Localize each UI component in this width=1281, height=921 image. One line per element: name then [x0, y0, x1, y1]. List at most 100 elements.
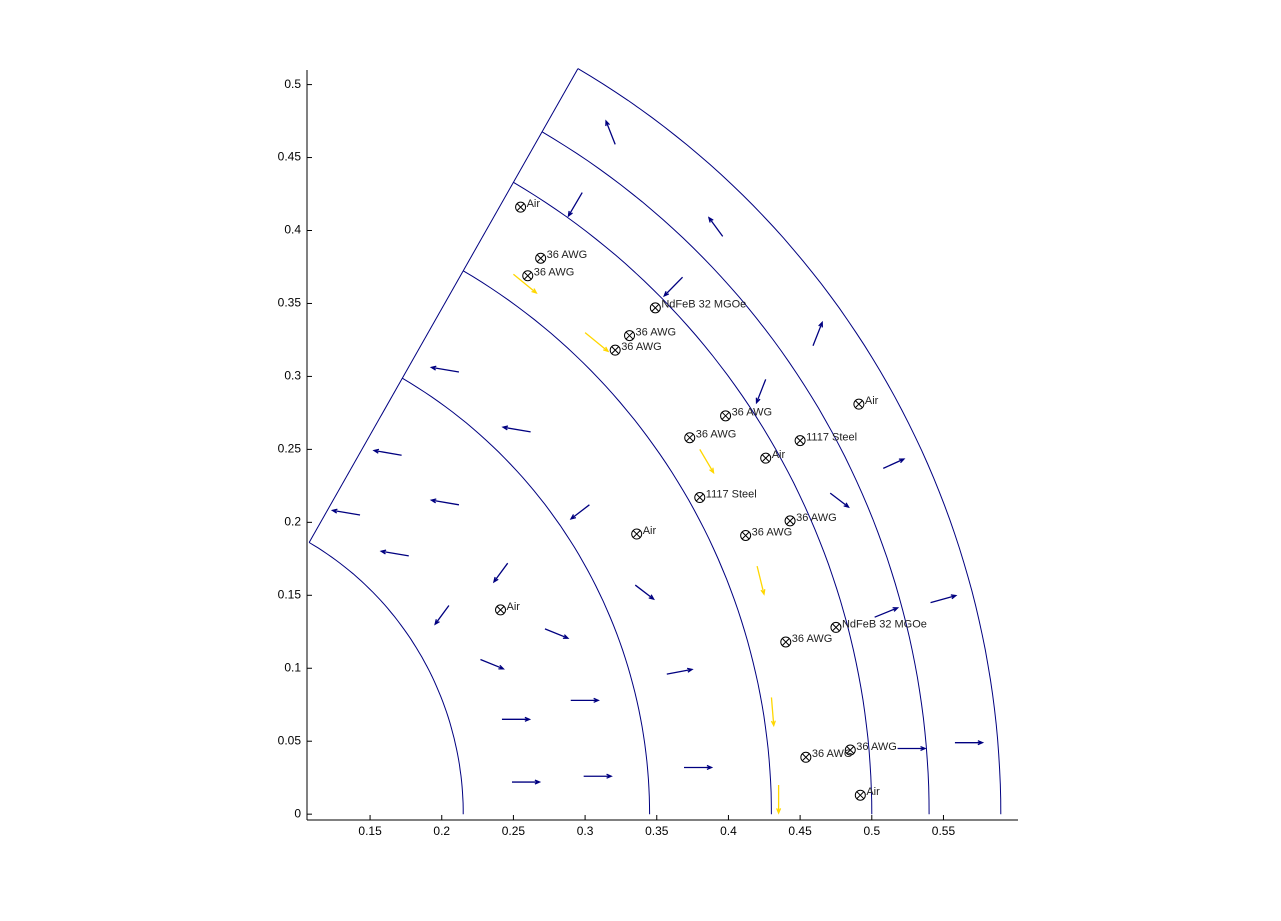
- annotation-cross: [761, 454, 770, 462]
- annotation-cross: [516, 203, 525, 212]
- arrow: [584, 332, 610, 353]
- y-tick-label: 0.5: [284, 77, 301, 91]
- annotation-cross: [781, 638, 790, 646]
- annotation-cross: [625, 331, 634, 340]
- annotation: 36 AWG: [812, 748, 853, 760]
- annotation: Air: [527, 198, 541, 210]
- arrow: [511, 779, 542, 785]
- annotation-cross: [832, 623, 840, 632]
- annotation-cross: [536, 254, 545, 263]
- x-tick-label: 0.5: [863, 824, 880, 838]
- annotation: 36 AWG: [732, 407, 773, 419]
- annotation-cross: [685, 433, 694, 442]
- annotation: Air: [507, 601, 521, 613]
- annotation-cross: [721, 411, 730, 420]
- annotation-cross: [796, 436, 804, 445]
- annotation: 36 AWG: [856, 741, 897, 753]
- annotation-marker: [535, 252, 547, 264]
- annotation-cross: [611, 346, 620, 355]
- annotation-cross: [801, 753, 810, 762]
- y-tick-label: 0: [294, 806, 301, 820]
- annotation-marker: [631, 528, 643, 540]
- annotation: 36 AWG: [534, 267, 575, 279]
- y-tick-label: 0.4: [284, 223, 301, 237]
- annotation-marker: [780, 636, 792, 648]
- y-tick-label: 0.35: [278, 296, 302, 310]
- y-tick-label: 0.05: [278, 733, 302, 747]
- annotation-marker: [794, 435, 806, 447]
- arrow: [897, 745, 927, 752]
- annotation: 36 AWG: [547, 249, 588, 261]
- annotation-cross: [846, 746, 855, 754]
- arrow: [501, 716, 532, 722]
- arrow: [663, 276, 684, 298]
- arrow: [605, 119, 616, 145]
- arrow: [372, 448, 402, 456]
- annotation-marker: [684, 432, 696, 444]
- annotation: 36 AWG: [636, 326, 677, 338]
- annotation: 36 AWG: [621, 341, 662, 353]
- y-tick-label: 0.25: [278, 442, 302, 456]
- region-boundary: [541, 131, 930, 815]
- annotation-cross: [786, 517, 794, 525]
- arrow: [480, 658, 505, 670]
- annotation-cross: [856, 791, 865, 800]
- y-tick-label: 0.1: [284, 660, 301, 674]
- arrow: [882, 458, 906, 469]
- arrow: [776, 784, 782, 815]
- arrow: [770, 697, 776, 728]
- arrow: [583, 773, 613, 779]
- x-tick-label: 0.4: [720, 824, 737, 838]
- region-boundary: [308, 542, 464, 815]
- arrow: [429, 498, 460, 506]
- arrow: [429, 365, 460, 373]
- annotation-cross: [855, 400, 863, 408]
- annotation: Air: [866, 786, 880, 798]
- arrow: [829, 492, 850, 509]
- x-tick-label: 0.3: [577, 824, 594, 838]
- annotation-marker: [649, 302, 661, 314]
- region-boundary: [308, 68, 579, 543]
- arrow: [634, 584, 655, 601]
- arrow: [930, 594, 958, 604]
- arrow: [569, 504, 590, 520]
- y-tick-label: 0.15: [278, 587, 302, 601]
- annotation-marker: [609, 344, 621, 356]
- arrow: [544, 628, 570, 639]
- annotation-marker: [694, 492, 706, 504]
- annotation-marker: [740, 529, 752, 541]
- annotation-cross: [496, 606, 505, 614]
- annotation-marker: [800, 751, 812, 763]
- annotation-marker: [853, 398, 865, 410]
- arrow: [570, 697, 600, 703]
- annotation-cross: [632, 530, 641, 538]
- arrow: [812, 320, 823, 347]
- arrow: [501, 425, 531, 433]
- x-tick-label: 0.2: [433, 824, 450, 838]
- arrow: [684, 764, 714, 771]
- arrow: [755, 379, 767, 405]
- annotation-cross: [741, 531, 750, 540]
- annotation-marker: [854, 789, 866, 801]
- region-boundary: [402, 377, 651, 815]
- annotation: Air: [772, 449, 786, 461]
- annotation-marker: [830, 621, 842, 633]
- annotation: Air: [865, 395, 879, 407]
- annotation: 36 AWG: [796, 512, 837, 524]
- arrow: [707, 216, 724, 237]
- arrow: [756, 565, 766, 596]
- arrow: [434, 605, 450, 626]
- region-boundary: [462, 270, 772, 815]
- x-tick-label: 0.55: [932, 824, 956, 838]
- x-tick-label: 0.45: [788, 824, 812, 838]
- annotation-marker: [720, 410, 732, 422]
- annotation: Air: [643, 525, 657, 537]
- annotation-cross: [695, 493, 704, 502]
- arrow: [954, 740, 985, 746]
- arrow: [874, 607, 900, 618]
- arrow: [567, 192, 583, 218]
- annotation-marker: [495, 604, 507, 616]
- annotation-marker: [844, 744, 856, 756]
